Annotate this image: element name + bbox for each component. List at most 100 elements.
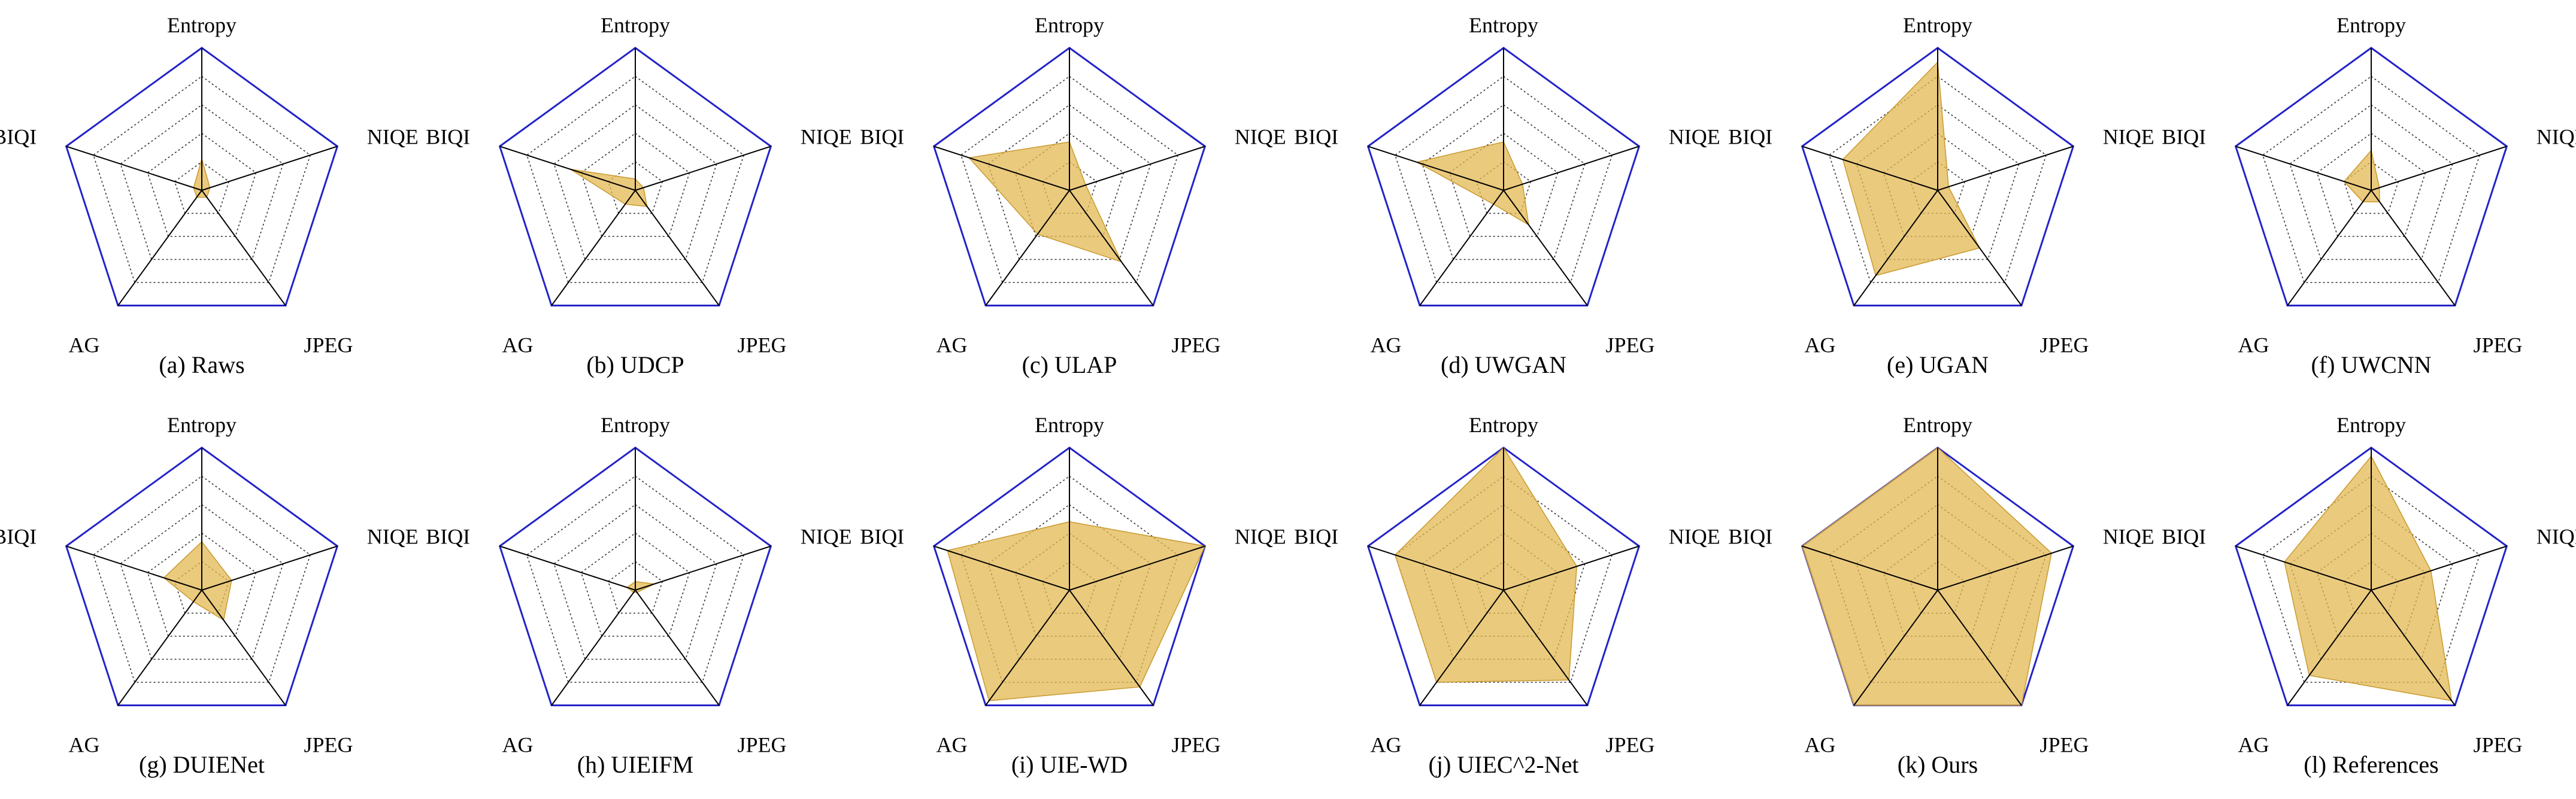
- grid-ring: [2262, 475, 2481, 683]
- outer-ring: [1366, 446, 1641, 706]
- outer-ring: [2234, 446, 2508, 706]
- axis-label-jpeg: JPEG: [1172, 333, 1221, 357]
- axis-spoke: [1503, 190, 1588, 306]
- panel-caption: (d) UWGAN: [1441, 351, 1566, 378]
- data-area: [1801, 447, 2052, 706]
- panel-caption: (f) UWCNN: [2311, 351, 2431, 378]
- axis-spoke: [635, 145, 771, 191]
- axis-spoke: [1368, 545, 1504, 591]
- axis-spoke: [2235, 145, 2372, 191]
- data-area: [626, 581, 656, 593]
- axis-label-entropy: Entropy: [601, 13, 670, 37]
- outer-ring: [932, 47, 1207, 306]
- axis-label-ag: AG: [69, 733, 100, 757]
- axis-label-jpeg: JPEG: [2040, 733, 2089, 757]
- data-area: [569, 168, 648, 207]
- grid-ring: [174, 161, 230, 214]
- axis-label-niqe: NIQE: [801, 124, 852, 148]
- axis-label-biqi: BIQI: [1728, 524, 1772, 548]
- axis-label-niqe: NIQE: [1235, 524, 1286, 548]
- axis-label-entropy: Entropy: [167, 413, 237, 437]
- panel-caption: (i) UIE-WD: [1011, 751, 1128, 778]
- radar-panel-12: Entropy NIQE JPEG AG BIQI (l) References: [2162, 413, 2576, 778]
- grid-ring: [147, 132, 257, 237]
- axis-spoke: [934, 545, 1070, 591]
- outer-ring: [2234, 47, 2508, 306]
- axis-label-ag: AG: [1371, 733, 1402, 757]
- axis-label-entropy: Entropy: [2336, 413, 2406, 437]
- axis-spoke: [635, 545, 771, 591]
- radar-panel-5: Entropy NIQE JPEG AG BIQI (e) UGAN: [1728, 13, 2154, 378]
- radar-panel-4: Entropy NIQE JPEG AG BIQI (d) UWGAN: [1294, 13, 1720, 378]
- grid-ring: [1394, 75, 1613, 283]
- panel-caption: (g) DUIENet: [139, 751, 265, 778]
- radar-panel-7: Entropy NIQE JPEG AG BIQI (g) DUIENet: [0, 413, 419, 778]
- axis-label-niqe: NIQE: [1235, 124, 1286, 148]
- axis-spoke: [1937, 590, 2022, 706]
- axis-label-ag: AG: [937, 333, 968, 357]
- outer-ring: [498, 47, 772, 306]
- axis-spoke: [1419, 190, 1504, 306]
- panel-caption: (k) Ours: [1898, 751, 1978, 778]
- axis-label-niqe: NIQE: [801, 524, 852, 548]
- axis-label-jpeg: JPEG: [1172, 733, 1221, 757]
- axis-spoke: [635, 590, 720, 706]
- axis-label-biqi: BIQI: [860, 124, 904, 148]
- axis-label-jpeg: JPEG: [738, 733, 787, 757]
- axis-spoke: [1069, 145, 1205, 191]
- axis-label-jpeg: JPEG: [304, 733, 353, 757]
- grid-ring: [526, 75, 745, 283]
- axis-spoke: [66, 545, 202, 591]
- axis-spoke: [1802, 145, 1938, 191]
- axis-spoke: [1069, 590, 1154, 706]
- axis-spoke: [66, 145, 202, 191]
- axis-spoke: [499, 545, 636, 591]
- axis-spoke: [1069, 190, 1154, 306]
- axis-label-niqe: NIQE: [1669, 524, 1720, 548]
- panel-caption: (e) UGAN: [1887, 351, 1989, 378]
- panel-caption: (l) References: [2304, 751, 2438, 778]
- axis-spoke: [2371, 545, 2507, 591]
- outer-ring: [65, 446, 339, 706]
- grid-ring: [580, 132, 690, 237]
- grid-ring: [2316, 132, 2426, 237]
- axis-label-ag: AG: [69, 333, 100, 357]
- grid-ring: [1014, 132, 1125, 237]
- grid-ring: [580, 532, 690, 637]
- axis-label-entropy: Entropy: [1035, 413, 1104, 437]
- axis-label-jpeg: JPEG: [1606, 333, 1655, 357]
- axis-label-ag: AG: [1805, 733, 1836, 757]
- axis-label-entropy: Entropy: [601, 413, 670, 437]
- axis-spoke: [1853, 590, 1938, 706]
- panel-caption: (b) UDCP: [586, 351, 684, 378]
- axis-label-biqi: BIQI: [1294, 524, 1338, 548]
- axis-label-ag: AG: [502, 333, 534, 357]
- grid-ring: [92, 75, 311, 283]
- axis-label-entropy: Entropy: [2336, 13, 2406, 37]
- panel-caption: (h) UIEIFM: [577, 751, 693, 778]
- axis-label-jpeg: JPEG: [738, 333, 787, 357]
- axis-spoke: [551, 590, 636, 706]
- axis-label-biqi: BIQI: [426, 524, 470, 548]
- axis-label-biqi: BIQI: [426, 124, 470, 148]
- axis-label-ag: AG: [2238, 733, 2269, 757]
- axis-label-entropy: Entropy: [1903, 13, 1972, 37]
- axis-spoke: [201, 545, 338, 591]
- axis-spoke: [1937, 190, 2022, 306]
- axis-spoke: [499, 145, 636, 191]
- radar-panel-1: Entropy NIQE JPEG AG BIQI (a) Raws: [0, 13, 419, 378]
- axis-label-ag: AG: [1371, 333, 1402, 357]
- axis-spoke: [1069, 545, 1205, 591]
- axis-label-entropy: Entropy: [1903, 413, 1972, 437]
- axis-spoke: [2287, 190, 2372, 306]
- axis-label-ag: AG: [937, 733, 968, 757]
- axis-label-ag: AG: [1805, 333, 1836, 357]
- axis-label-biqi: BIQI: [0, 524, 37, 548]
- grid-ring: [1883, 132, 1993, 237]
- axis-label-niqe: NIQE: [1669, 124, 1720, 148]
- axis-spoke: [201, 590, 286, 706]
- axis-label-jpeg: JPEG: [1606, 733, 1655, 757]
- axis-label-biqi: BIQI: [2162, 524, 2206, 548]
- grid-ring: [526, 475, 745, 683]
- axis-spoke: [551, 190, 636, 306]
